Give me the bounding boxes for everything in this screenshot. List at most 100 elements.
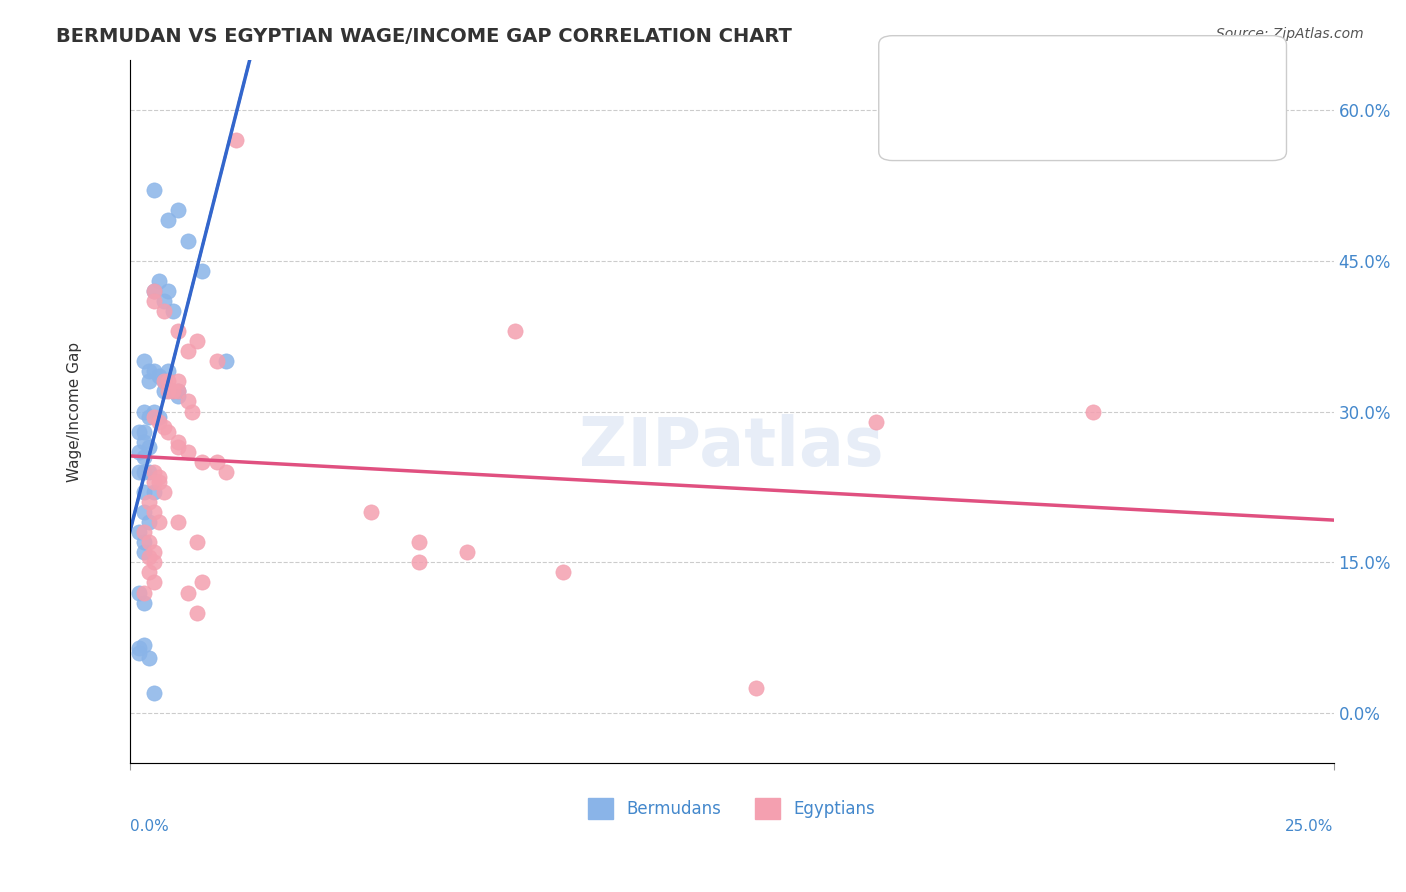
Point [745, 681, 768, 695]
Point [128, 585, 150, 599]
Point [134, 434, 156, 449]
Point [142, 284, 165, 298]
Point [157, 375, 180, 389]
Point [142, 409, 165, 424]
Point [162, 384, 184, 399]
Text: R = -0.022   N = 56: R = -0.022 N = 56 [942, 113, 1115, 128]
Point [148, 409, 170, 424]
Point [162, 304, 184, 318]
Point [142, 364, 165, 378]
Point [134, 485, 156, 500]
Point [134, 450, 156, 464]
Point [176, 585, 198, 599]
Point [134, 425, 156, 439]
Point [225, 133, 247, 147]
Point [167, 389, 190, 403]
Point [503, 324, 526, 338]
Point [186, 535, 208, 549]
Text: 25.0%: 25.0% [1285, 819, 1334, 834]
Text: ZIPatlas: ZIPatlas [579, 414, 884, 480]
Point [456, 545, 478, 559]
Text: Source: ZipAtlas.com: Source: ZipAtlas.com [1216, 27, 1364, 41]
Text: R =  0.098   N = 49: R = 0.098 N = 49 [942, 78, 1115, 92]
Point [157, 384, 180, 399]
Point [167, 384, 190, 399]
Point [142, 575, 165, 590]
Point [152, 375, 174, 389]
Point [152, 304, 174, 318]
Point [128, 444, 150, 458]
Point [138, 364, 160, 378]
Point [157, 425, 180, 439]
Point [134, 465, 156, 479]
Point [148, 475, 170, 489]
Point [167, 384, 190, 399]
Point [128, 525, 150, 540]
Point [408, 535, 430, 549]
Point [152, 293, 174, 308]
Point [138, 375, 160, 389]
Point [134, 545, 156, 559]
Point [152, 384, 174, 399]
Point [128, 465, 150, 479]
Point [134, 404, 156, 418]
Point [138, 440, 160, 454]
Point [176, 394, 198, 409]
Point [167, 203, 190, 218]
Text: BERMUDAN VS EGYPTIAN WAGE/INCOME GAP CORRELATION CHART: BERMUDAN VS EGYPTIAN WAGE/INCOME GAP COR… [56, 27, 792, 45]
Point [1081, 404, 1104, 418]
Point [162, 384, 184, 399]
Point [134, 638, 156, 652]
Point [865, 415, 887, 429]
Point [157, 213, 180, 227]
Point [148, 415, 170, 429]
Point [138, 566, 160, 580]
Point [142, 293, 165, 308]
Point [128, 640, 150, 655]
Text: ■: ■ [907, 111, 928, 130]
Point [148, 470, 170, 484]
Point [134, 354, 156, 368]
Point [167, 324, 190, 338]
Point [138, 550, 160, 565]
Point [138, 409, 160, 424]
Point [142, 555, 165, 569]
Point [553, 566, 575, 580]
Point [152, 375, 174, 389]
Point [134, 585, 156, 599]
Point [142, 465, 165, 479]
Point [134, 525, 156, 540]
Y-axis label: Wage/Income Gap: Wage/Income Gap [66, 342, 82, 482]
Point [157, 284, 180, 298]
Point [148, 274, 170, 288]
Point [191, 575, 214, 590]
Text: 0.0%: 0.0% [129, 819, 169, 834]
Point [181, 404, 204, 418]
Point [128, 646, 150, 660]
Point [142, 183, 165, 197]
Point [215, 354, 238, 368]
Point [134, 535, 156, 549]
Text: ■: ■ [907, 75, 928, 95]
Point [142, 284, 165, 298]
Point [191, 264, 214, 278]
Point [157, 364, 180, 378]
Point [167, 515, 190, 529]
Point [205, 354, 228, 368]
Point [138, 535, 160, 549]
Point [186, 334, 208, 348]
Point [167, 375, 190, 389]
Point [138, 465, 160, 479]
Point [191, 455, 214, 469]
Point [167, 434, 190, 449]
Point [176, 344, 198, 359]
Point [134, 596, 156, 610]
Point [142, 475, 165, 489]
Point [138, 651, 160, 665]
Point [186, 606, 208, 620]
Point [128, 425, 150, 439]
Point [215, 465, 238, 479]
Point [152, 419, 174, 434]
Point [134, 505, 156, 519]
Point [360, 505, 382, 519]
